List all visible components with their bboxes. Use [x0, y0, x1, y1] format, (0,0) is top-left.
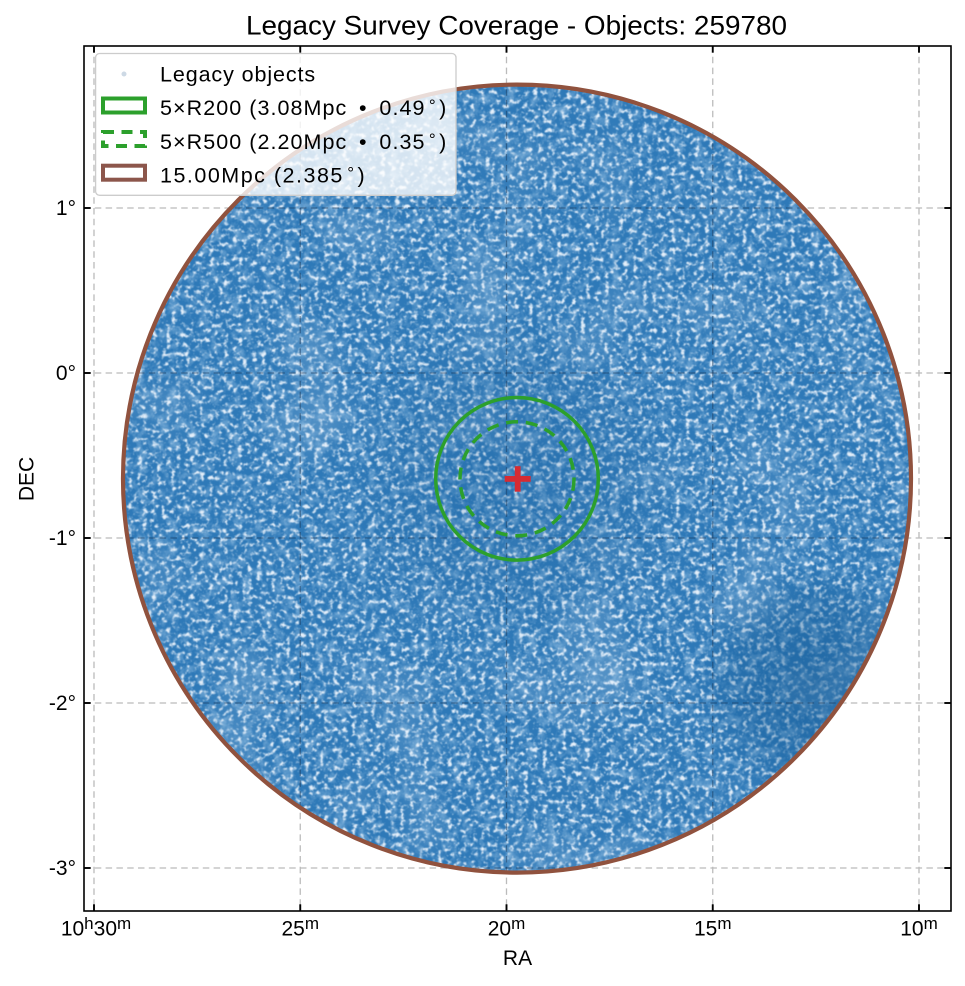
svg-text:-3°: -3°: [49, 857, 76, 880]
svg-text:5×R500 (2.20Mpc • 0.35 ° ): 5×R500 (2.20Mpc • 0.35 ° ): [160, 130, 447, 154]
svg-text:15m: 15m: [694, 914, 732, 940]
svg-text:25m: 25m: [281, 914, 319, 940]
svg-text:DEC: DEC: [16, 457, 39, 501]
svg-text:-2°: -2°: [49, 692, 76, 715]
svg-text:-1°: -1°: [49, 527, 76, 550]
svg-text:RA: RA: [503, 947, 532, 970]
svg-text:1°: 1°: [56, 197, 76, 220]
svg-text:10m: 10m: [900, 914, 938, 940]
svg-text:15.00Mpc (2.385 ° ): 15.00Mpc (2.385 ° ): [160, 163, 366, 187]
svg-text:10h30m: 10h30m: [61, 914, 131, 940]
svg-text:0°: 0°: [56, 362, 76, 385]
svg-text:5×R200 (3.08Mpc • 0.49 ° ): 5×R200 (3.08Mpc • 0.49 ° ): [160, 96, 447, 120]
svg-text:20m: 20m: [488, 914, 526, 940]
svg-text:Legacy objects: Legacy objects: [160, 63, 316, 87]
svg-text:Legacy Survey Coverage - Objec: Legacy Survey Coverage - Objects: 259780: [246, 11, 787, 41]
